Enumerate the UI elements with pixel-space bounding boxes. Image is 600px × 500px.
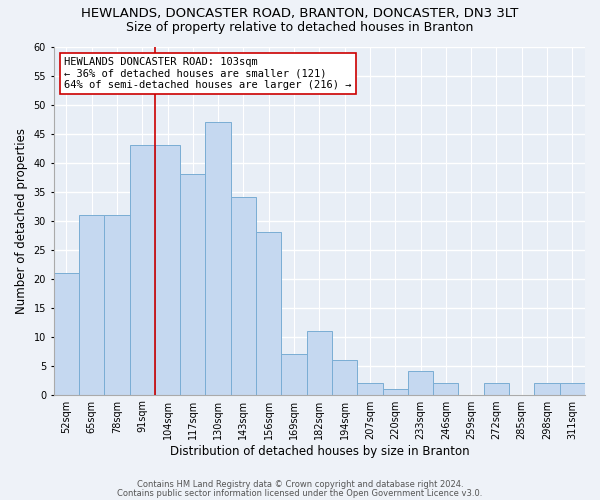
Bar: [130, 145, 155, 394]
Bar: [79, 214, 104, 394]
Bar: [205, 122, 231, 394]
Bar: [357, 383, 383, 394]
Bar: [53, 273, 79, 394]
Text: Size of property relative to detached houses in Branton: Size of property relative to detached ho…: [127, 21, 473, 34]
Bar: [155, 145, 180, 394]
Bar: [307, 331, 332, 394]
Bar: [484, 383, 509, 394]
Y-axis label: Number of detached properties: Number of detached properties: [15, 128, 28, 314]
Bar: [408, 372, 433, 394]
Bar: [256, 232, 281, 394]
Bar: [180, 174, 205, 394]
Bar: [281, 354, 307, 395]
Bar: [231, 198, 256, 394]
Bar: [104, 214, 130, 394]
Bar: [383, 389, 408, 394]
X-axis label: Distribution of detached houses by size in Branton: Distribution of detached houses by size …: [170, 444, 469, 458]
Bar: [332, 360, 357, 394]
Text: HEWLANDS, DONCASTER ROAD, BRANTON, DONCASTER, DN3 3LT: HEWLANDS, DONCASTER ROAD, BRANTON, DONCA…: [82, 8, 518, 20]
Text: Contains public sector information licensed under the Open Government Licence v3: Contains public sector information licen…: [118, 489, 482, 498]
Bar: [560, 383, 585, 394]
Text: Contains HM Land Registry data © Crown copyright and database right 2024.: Contains HM Land Registry data © Crown c…: [137, 480, 463, 489]
Bar: [433, 383, 458, 394]
Text: HEWLANDS DONCASTER ROAD: 103sqm
← 36% of detached houses are smaller (121)
64% o: HEWLANDS DONCASTER ROAD: 103sqm ← 36% of…: [64, 57, 352, 90]
Bar: [535, 383, 560, 394]
